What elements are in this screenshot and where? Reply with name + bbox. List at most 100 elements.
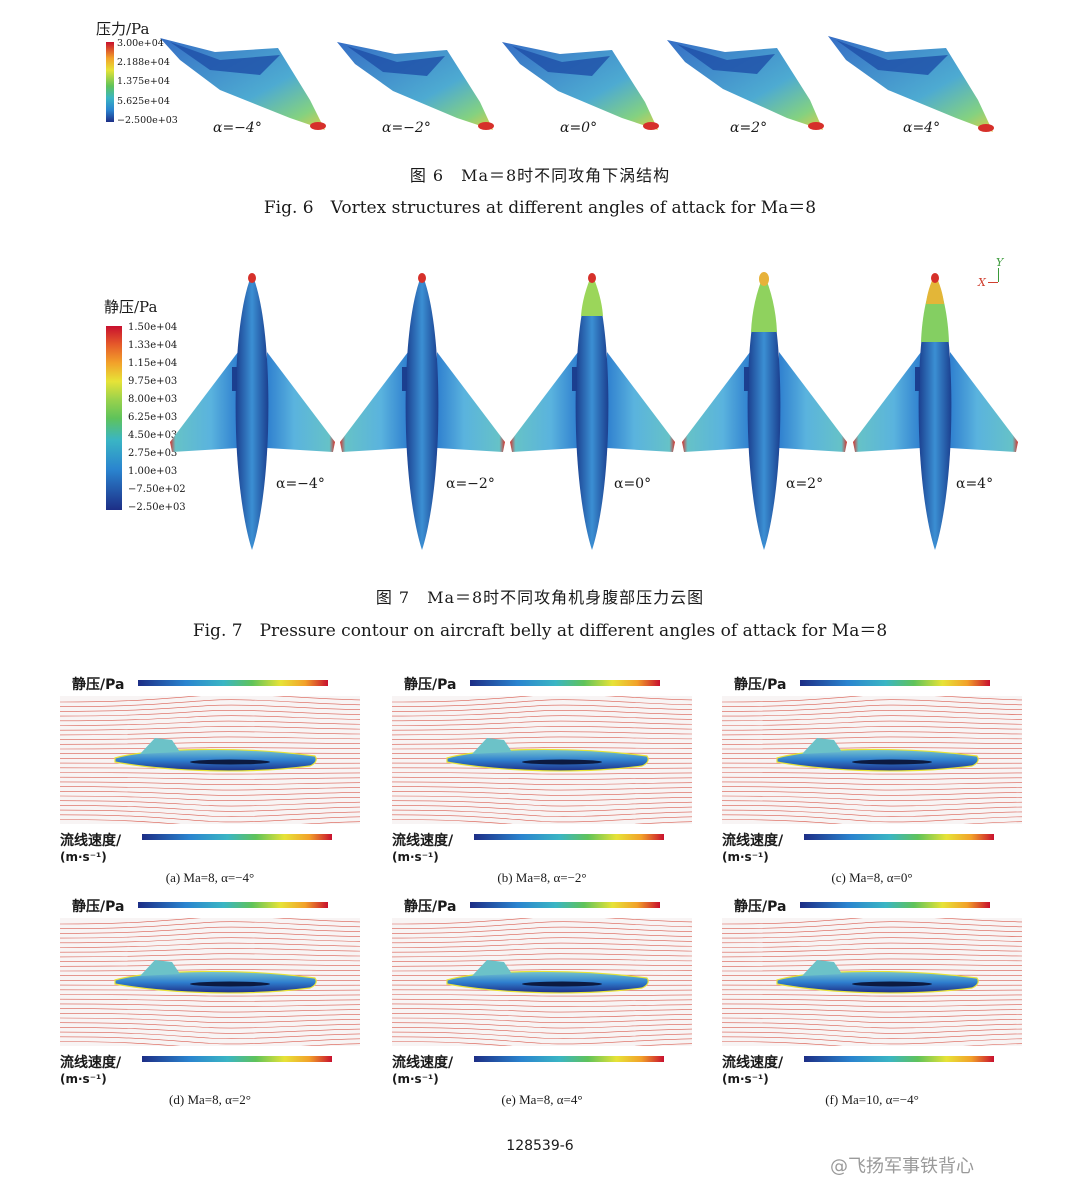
streamline	[722, 1013, 1022, 1018]
fig7-tick-3: 9.75e+03	[128, 376, 178, 387]
streamline	[60, 1003, 360, 1008]
streamline	[60, 704, 360, 712]
aircraft-belly	[852, 759, 932, 765]
fig6-vortex-3	[502, 42, 659, 130]
fig7-caption-cn: 图 7 Ma＝8时不同攻角机身腹部压力云图	[375, 588, 705, 607]
streamline	[722, 795, 1022, 802]
streamline	[60, 809, 360, 817]
fig6-tick-3: 5.625e+04	[117, 96, 170, 107]
streamline	[392, 926, 692, 934]
panel-caption: (f) Ma=10, α=−4°	[825, 1092, 919, 1107]
streamline	[60, 1036, 360, 1045]
streamline-panel: 静压/Pa 流线速度/(m·s⁻¹) (f) Ma=10, α=−4°	[722, 890, 1022, 1107]
fig7-angle-2: α=−2°	[446, 476, 495, 492]
streamline	[722, 814, 1022, 823]
pressure-colorbar	[470, 902, 660, 908]
aircraft-fin	[802, 960, 842, 976]
streamline	[392, 918, 692, 925]
aircraft-belly	[522, 759, 602, 765]
streamline	[722, 1008, 1022, 1013]
fig7-tick-9: −7.50e+02	[128, 484, 186, 495]
velocity-colorbar	[474, 834, 664, 840]
streamline	[392, 715, 692, 722]
streamline	[722, 947, 1022, 953]
fig7-tick-0: 1.50e+04	[128, 322, 178, 333]
velocity-unit: (m·s⁻¹)	[60, 1072, 107, 1086]
streamline	[722, 747, 1022, 750]
streamline	[392, 781, 692, 786]
streamline	[392, 772, 692, 775]
pressure-label: 静压/Pa	[404, 677, 457, 693]
streamline	[60, 1008, 360, 1013]
streamline	[722, 819, 1022, 824]
fig7-tick-5: 6.25e+03	[128, 412, 178, 423]
streamline	[722, 932, 1022, 939]
fig7-plane-4	[682, 272, 847, 550]
streamline	[392, 942, 692, 948]
streamline	[722, 963, 1022, 967]
fig6-vortex-1	[160, 38, 326, 130]
fig6-tick-0: 3.00e+04	[117, 38, 164, 49]
streamline	[392, 1031, 692, 1039]
streamline	[60, 720, 360, 726]
streamline	[722, 786, 1022, 791]
streamline	[392, 1022, 692, 1029]
fig6-angle-3: α=0°	[560, 120, 598, 136]
velocity-label: 流线速度/	[60, 1055, 122, 1071]
aircraft-fin	[140, 960, 180, 976]
streamline	[392, 947, 692, 953]
streamline	[392, 747, 692, 750]
streamline	[392, 696, 692, 703]
streamline	[392, 710, 692, 717]
flow-field	[722, 918, 1022, 1046]
streamline	[392, 704, 692, 712]
streamline	[722, 998, 1022, 1002]
fig7-plane-5	[853, 273, 1018, 550]
streamline	[722, 772, 1022, 775]
streamline	[60, 731, 360, 736]
streamline	[722, 994, 1022, 997]
fig6-vortex-5	[828, 36, 994, 132]
pressure-label: 静压/Pa	[72, 677, 125, 693]
streamline	[722, 800, 1022, 807]
velocity-colorbar	[804, 1056, 994, 1062]
streamline	[392, 994, 692, 997]
streamline	[392, 958, 692, 962]
flow-field	[60, 696, 360, 824]
streamline	[722, 725, 1022, 731]
streamline	[722, 805, 1022, 812]
fig7-angle-3: α=0°	[614, 476, 652, 492]
streamline	[392, 1036, 692, 1045]
streamline	[722, 781, 1022, 786]
streamline	[722, 1036, 1022, 1045]
flow-field	[722, 696, 1022, 824]
fig7-tick-8: 1.00e+03	[128, 466, 178, 477]
streamline	[392, 800, 692, 807]
streamline	[60, 819, 360, 824]
fig7-tick-1: 1.33e+04	[128, 340, 178, 351]
fig7-colorbar	[106, 326, 122, 510]
panel-caption: (d) Ma=8, α=2°	[169, 1092, 251, 1107]
streamline	[60, 1022, 360, 1029]
streamline	[392, 1008, 692, 1013]
pressure-label: 静压/Pa	[72, 899, 125, 915]
streamline	[60, 1017, 360, 1024]
streamline	[60, 958, 360, 962]
streamline	[60, 741, 360, 745]
streamline	[60, 932, 360, 939]
streamline	[722, 704, 1022, 712]
velocity-unit: (m·s⁻¹)	[722, 1072, 769, 1086]
streamline	[392, 699, 692, 707]
fig7-colorbar-title: 静压/Pa	[104, 298, 158, 316]
streamline	[722, 1041, 1022, 1046]
streamline	[722, 696, 1022, 703]
streamline	[60, 710, 360, 717]
fig7-tick-2: 1.15e+04	[128, 358, 178, 369]
velocity-unit: (m·s⁻¹)	[60, 850, 107, 864]
streamline	[722, 958, 1022, 962]
streamline	[60, 937, 360, 944]
streamline	[722, 741, 1022, 745]
fig7: 静压/Pa 1.50e+04 1.33e+04 1.15e+04 9.75e+03 8.…	[0, 250, 1080, 641]
panel-caption: (c) Ma=8, α=0°	[831, 870, 913, 885]
streamline	[722, 776, 1022, 780]
